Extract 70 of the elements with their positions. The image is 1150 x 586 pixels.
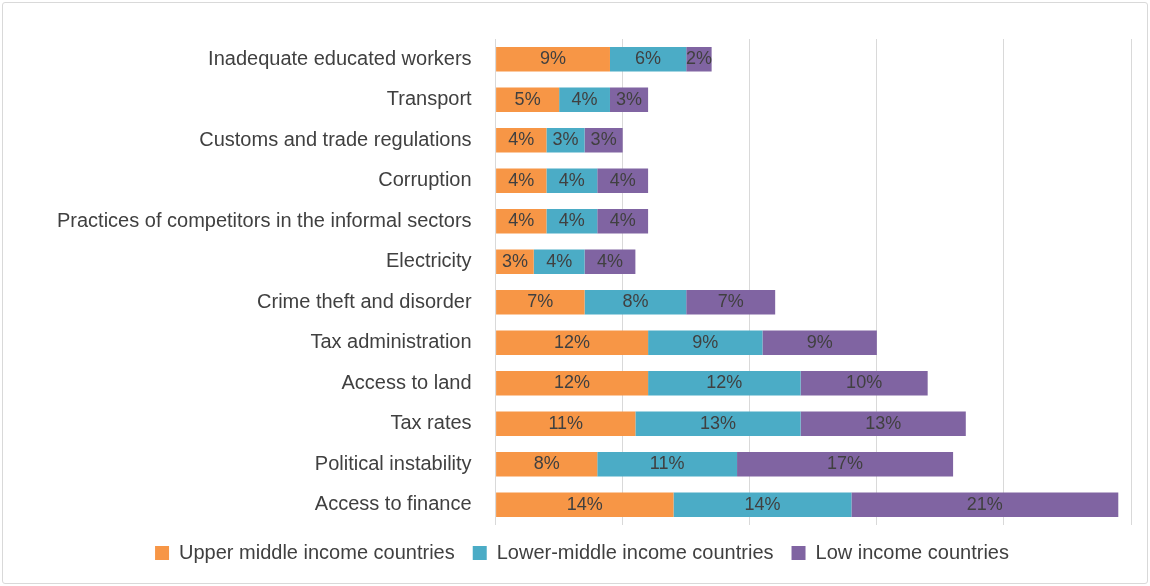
bar (496, 411, 636, 436)
bar (496, 290, 585, 315)
data-label: 8% (533, 453, 560, 474)
data-label: 8% (622, 291, 649, 312)
bar (597, 452, 738, 477)
data-label: 12% (554, 331, 591, 352)
data-label: 3% (590, 129, 617, 150)
legend-label: Lower-middle income countries (496, 540, 774, 563)
bar (496, 492, 674, 517)
data-label: 9% (540, 48, 567, 69)
y-tick-label: Crime theft and disorder (257, 289, 472, 312)
data-label: 13% (699, 412, 737, 433)
bar (800, 411, 966, 436)
data-label: 14% (566, 493, 603, 514)
data-label: 11% (649, 453, 685, 474)
bar (496, 452, 598, 477)
data-label: 7% (717, 291, 744, 312)
data-label: 2% (685, 48, 712, 69)
data-label: 4% (609, 169, 636, 190)
bar (635, 411, 801, 436)
data-label: 9% (692, 331, 719, 352)
bar (648, 371, 801, 396)
bar (496, 47, 610, 72)
bar (496, 371, 649, 396)
data-label: 13% (865, 412, 902, 433)
data-label: 17% (827, 453, 864, 474)
y-tick-label: Transport (386, 87, 473, 110)
data-label: 6% (635, 48, 662, 69)
data-label: 4% (558, 169, 585, 190)
data-label: 3% (616, 88, 643, 109)
data-label: 12% (706, 372, 743, 393)
data-label: 5% (514, 88, 541, 109)
bar (851, 492, 1119, 517)
y-tick-label: Electricity (386, 249, 472, 272)
y-tick-label: Tax rates (390, 411, 472, 434)
bar (496, 330, 649, 355)
data-label: 4% (558, 210, 585, 231)
y-tick-label: Inadequate educated workers (208, 46, 472, 69)
y-tick-label: Political instability (314, 451, 472, 474)
data-label: 4% (596, 250, 623, 271)
data-label: 4% (546, 250, 573, 271)
y-tick-label: Access to land (341, 370, 472, 393)
bar (673, 492, 852, 517)
data-label: 10% (846, 372, 883, 393)
data-label: 4% (609, 210, 636, 231)
legend-label: Upper middle income countries (179, 540, 455, 563)
bar (584, 290, 687, 315)
data-label: 3% (501, 250, 528, 271)
y-tick-label: Practices of competitors in the informal sectors (56, 208, 472, 231)
legend-label: Low income countries (815, 540, 1009, 563)
y-tick-label: Access to finance (314, 492, 472, 515)
bar (762, 330, 877, 355)
bar (686, 290, 776, 315)
y-tick-label: Tax administration (310, 330, 472, 353)
data-label: 12% (554, 372, 591, 393)
data-label: 7% (527, 291, 554, 312)
y-tick-label: Corruption (378, 168, 472, 191)
data-label: 4% (508, 169, 535, 190)
data-label: 9% (806, 331, 833, 352)
bar (737, 452, 954, 477)
data-label: 3% (552, 129, 579, 150)
data-label: 14% (744, 493, 781, 514)
bar (648, 330, 763, 355)
bar (800, 371, 928, 396)
data-label: 21% (966, 493, 1003, 514)
data-label: 4% (571, 88, 598, 109)
data-label: 4% (508, 210, 535, 231)
y-tick-label: Customs and trade regulations (199, 127, 472, 150)
data-label: 11% (548, 412, 584, 433)
data-label: 4% (508, 129, 535, 150)
